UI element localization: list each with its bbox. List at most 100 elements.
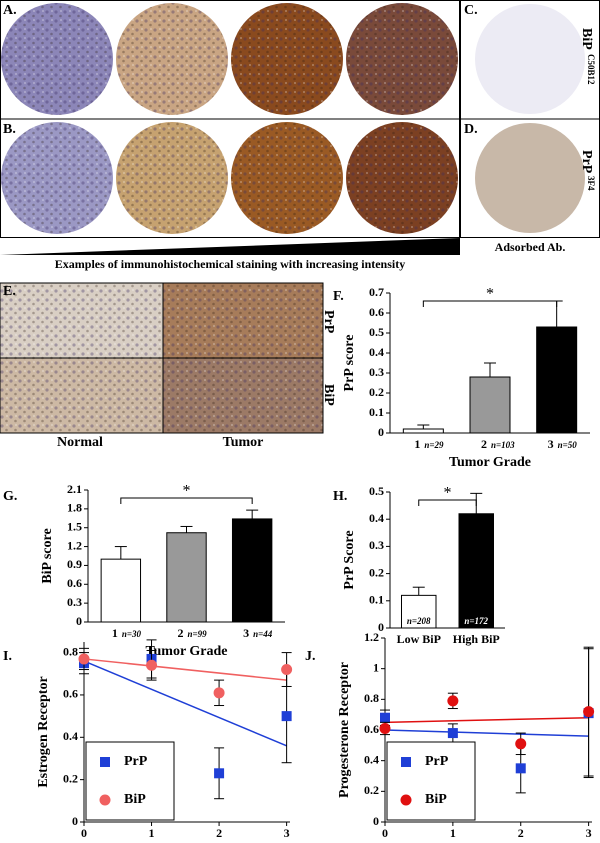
row-label-sub: 3F4 <box>586 176 596 191</box>
caption: Adsorbed Ab. <box>495 240 566 254</box>
y-tick-label: 0.6 <box>364 722 379 736</box>
y-tick-label: 0.2 <box>369 565 384 579</box>
panel-label: G. <box>3 489 17 504</box>
legend-label: PrP <box>425 754 449 769</box>
y-tick-label: 0.3 <box>369 538 384 552</box>
n-label: n=103 <box>491 440 515 450</box>
column-label: Normal <box>57 435 103 450</box>
y-tick-label: 0.4 <box>63 729 78 743</box>
x-tick-label: 3 <box>548 437 554 451</box>
legend-label: BiP <box>425 792 447 807</box>
micrograph-grid: A. B. C. D. BiP C50B12 PrP 3F4 <box>0 0 600 238</box>
y-tick-label: 0.2 <box>63 771 78 785</box>
n-label: n=99 <box>188 629 208 639</box>
y-tick-label: 0.2 <box>369 385 384 399</box>
bar <box>231 518 273 623</box>
y-tick-label: 0.1 <box>369 405 384 419</box>
y-axis-label: Estrogen Receptor <box>36 676 51 787</box>
legend-swatch <box>100 757 110 767</box>
y-tick-label: 0.2 <box>364 783 379 797</box>
legend-label: BiP <box>124 792 146 807</box>
y-tick-label: 0.6 <box>369 305 384 319</box>
y-axis-label: PrP score <box>342 335 357 392</box>
x-tick-label: 0 <box>81 826 87 840</box>
y-tick-label: 0 <box>72 814 78 828</box>
y-tick-label: 0.8 <box>364 691 379 705</box>
panel-label: A. <box>3 3 17 18</box>
y-tick-label: 0.3 <box>369 365 384 379</box>
y-tick-label: 0 <box>378 425 384 439</box>
y-tick-label: 0.1 <box>369 593 384 607</box>
bar <box>100 558 142 623</box>
x-tick-label: 2 <box>216 826 222 840</box>
y-tick-label: 0.7 <box>369 285 384 299</box>
y-axis-label: Progesterone Receptor <box>337 662 352 798</box>
row-label: BiP <box>321 384 336 406</box>
bar <box>458 513 494 629</box>
x-tick-label: 3 <box>284 826 290 840</box>
point <box>447 728 458 739</box>
point <box>515 763 526 774</box>
point <box>213 687 225 699</box>
y-tick-label: 0.4 <box>369 345 384 359</box>
x-tick-label: 1 <box>450 826 456 840</box>
legend-label: PrP <box>124 754 148 769</box>
point <box>78 653 90 665</box>
x-axis-label: Tumor Grade <box>145 644 227 659</box>
n-label: n=50 <box>558 440 578 450</box>
row-label: PrP <box>321 310 336 334</box>
x-tick-label: 1 <box>149 826 155 840</box>
point <box>281 711 292 722</box>
point <box>515 738 527 750</box>
y-tick-label: 0.5 <box>369 325 384 339</box>
point <box>214 768 225 779</box>
significance-mark: * <box>444 485 452 502</box>
bar <box>402 428 444 434</box>
x-tick-label: 1 <box>112 626 118 640</box>
x-tick-label: 0 <box>382 826 388 840</box>
x-tick-label: Low BiP <box>397 632 441 646</box>
texture <box>1 3 458 234</box>
y-tick-label: 1.2 <box>67 538 82 552</box>
column-label: Tumor <box>223 435 264 450</box>
significance-mark: * <box>486 286 494 303</box>
panel-label: C. <box>464 3 478 18</box>
panel-label: H. <box>333 489 347 504</box>
point <box>379 722 391 734</box>
point <box>583 706 595 718</box>
y-tick-label: 0.4 <box>369 511 384 525</box>
trend-line <box>83 660 287 747</box>
y-tick-label: 0 <box>373 814 379 828</box>
y-tick-label: 0.6 <box>63 687 78 701</box>
panel-label: I. <box>3 649 12 664</box>
x-tick-label: 2 <box>178 626 184 640</box>
y-tick-label: 1.8 <box>67 501 82 515</box>
legend-swatch <box>401 757 411 767</box>
trend-line <box>384 729 589 737</box>
point <box>146 659 158 671</box>
point <box>380 712 390 723</box>
panel-label: B. <box>3 122 16 137</box>
x-axis-label: Tumor Grade <box>449 455 531 470</box>
n-label: n=208 <box>407 616 431 626</box>
y-tick-label: 0.8 <box>63 644 78 658</box>
y-axis-label: PrP Score <box>342 530 357 589</box>
bar <box>166 532 207 623</box>
y-tick-label: 1 <box>373 660 379 674</box>
significance-bracket <box>422 300 558 307</box>
row-label: BiP <box>579 28 594 50</box>
panel-label: J. <box>305 649 316 664</box>
y-tick-label: 2.1 <box>67 482 82 496</box>
significance-bracket <box>120 497 253 504</box>
y-axis-label: BiP score <box>40 528 55 583</box>
legend <box>386 741 476 821</box>
panel-label: F. <box>333 289 344 304</box>
y-tick-label: 1.2 <box>364 630 379 644</box>
y-tick-label: 0 <box>76 614 82 628</box>
row-label-sub: C50B12 <box>586 54 596 85</box>
panel-label: E. <box>3 284 16 299</box>
panel-label: D. <box>464 122 478 137</box>
n-label: n=30 <box>122 629 142 639</box>
bar <box>469 376 511 434</box>
